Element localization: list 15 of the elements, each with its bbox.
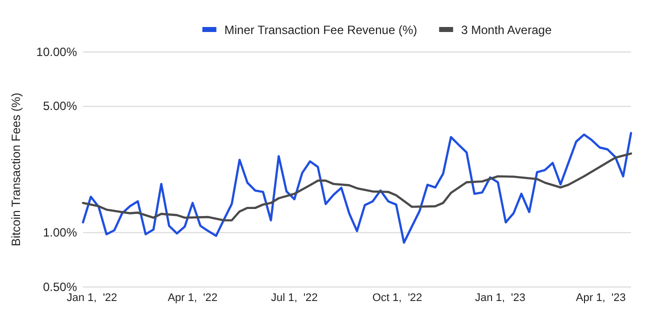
- y-tick-label: 5.00%: [42, 99, 78, 114]
- x-tick-label: Jan 1, '23: [474, 292, 526, 304]
- legend-label: Miner Transaction Fee Revenue (%): [224, 23, 418, 37]
- y-tick-label: 10.00%: [36, 44, 78, 59]
- line-series: [82, 152, 632, 222]
- x-tick-label: Jul 1, '22: [270, 292, 318, 304]
- y-axis-title: Bitcoin Transaction Fees (%): [9, 92, 23, 246]
- line-series: [82, 132, 632, 244]
- x-tick-label: Apr 1, '23: [576, 292, 626, 304]
- x-tick-label: Apr 1, '22: [168, 292, 218, 304]
- x-tick-label: Oct 1, '22: [372, 292, 422, 304]
- y-tick-label: 1.00%: [42, 225, 78, 240]
- y-tick-label: 0.50%: [42, 280, 78, 294]
- x-tick-label: Jan 1, '22: [66, 292, 118, 304]
- legend-label: 3 Month Average: [461, 23, 552, 37]
